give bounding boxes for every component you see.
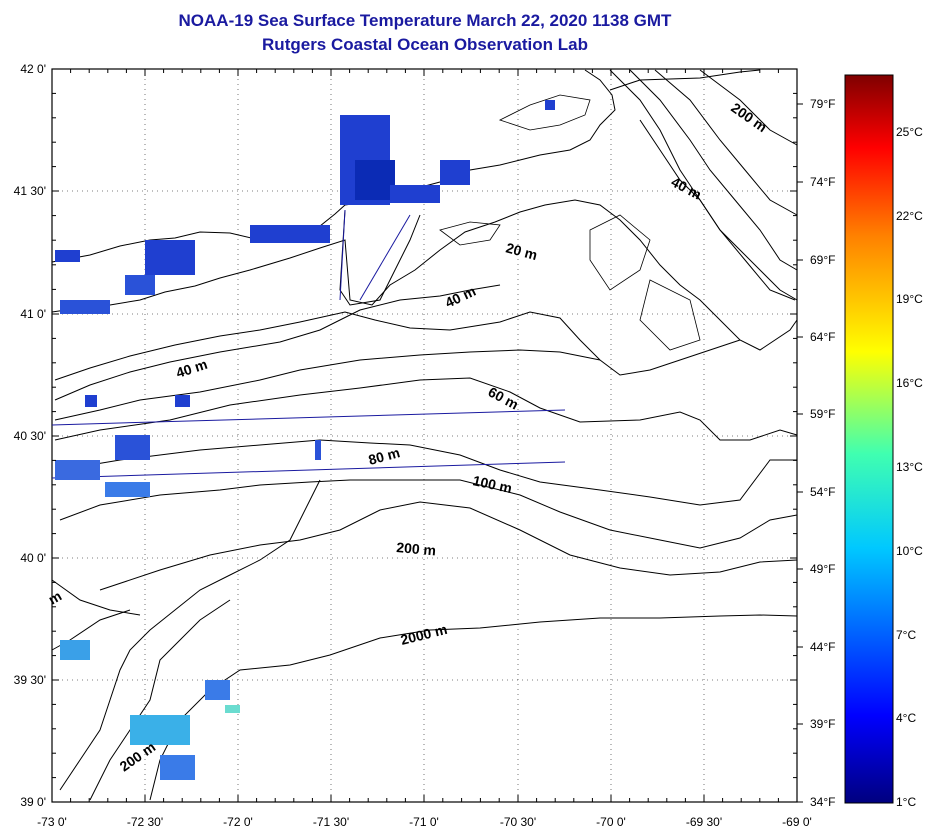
fahrenheit-label: 34°F xyxy=(810,795,835,809)
celsius-label: 7°C xyxy=(896,628,916,642)
celsius-label: 4°C xyxy=(896,711,916,725)
colorbar-celsius-labels: 25°C 22°C 19°C 16°C 13°C 10°C 7°C 4°C 1°C xyxy=(896,125,923,809)
fahrenheit-label: 64°F xyxy=(810,330,835,344)
contour-label: 80 m xyxy=(367,444,402,468)
colorbar-fahrenheit-labels: 79°F 74°F 69°F 64°F 59°F 54°F 49°F 44°F 39°F 34°F xyxy=(810,97,835,809)
celsius-label: 13°C xyxy=(896,460,923,474)
colorbar xyxy=(844,74,894,804)
longitude-label: -72 0' xyxy=(223,815,253,829)
fahrenheit-label: 59°F xyxy=(810,407,835,421)
longitude-label: -71 30' xyxy=(313,815,349,829)
axis-ticks xyxy=(51,68,803,803)
longitude-label: -71 0' xyxy=(409,815,439,829)
swath-lines xyxy=(51,209,566,479)
celsius-label: 1°C xyxy=(896,795,916,809)
latitude-label: 40 30' xyxy=(14,429,46,443)
map-subtitle: Rutgers Coastal Ocean Observation Lab xyxy=(262,35,588,54)
contour-label: 20 m xyxy=(504,239,539,263)
fahrenheit-label: 54°F xyxy=(810,485,835,499)
fahrenheit-label: 69°F xyxy=(810,253,835,267)
longitude-label: -69 0' xyxy=(782,815,812,829)
fahrenheit-label: 49°F xyxy=(810,562,835,576)
latitude-label: 39 30' xyxy=(14,673,46,687)
longitude-labels: -73 0' -72 30' -72 0' -71 30' -71 0' -70 30' -… xyxy=(37,815,812,829)
latitude-labels: 42 0' 41 30' 41 0' 40 30' 40 0' 39 30' 39 0' xyxy=(14,62,46,809)
fahrenheit-label: 79°F xyxy=(810,97,835,111)
fahrenheit-label: 39°F xyxy=(810,717,835,731)
latitude-label: 40 0' xyxy=(20,551,46,565)
longitude-label: -70 0' xyxy=(596,815,626,829)
latitude-label: 41 0' xyxy=(20,307,46,321)
latitude-label: 41 30' xyxy=(14,184,46,198)
sst-pixels xyxy=(55,100,555,780)
longitude-label: -70 30' xyxy=(500,815,536,829)
contour-label: 200 m xyxy=(396,539,437,558)
celsius-label: 16°C xyxy=(896,376,923,390)
latitude-label: 39 0' xyxy=(20,795,46,809)
map-title: NOAA-19 Sea Surface Temperature March 22… xyxy=(178,11,672,30)
islands xyxy=(439,94,701,351)
longitude-label: -72 30' xyxy=(127,815,163,829)
bathymetry-contours xyxy=(51,69,798,801)
graticule xyxy=(52,69,797,802)
celsius-label: 22°C xyxy=(896,209,923,223)
celsius-label: 19°C xyxy=(896,292,923,306)
longitude-label: -69 30' xyxy=(686,815,722,829)
celsius-label: 25°C xyxy=(896,125,923,139)
fahrenheit-label: 74°F xyxy=(810,175,835,189)
fahrenheit-label: 44°F xyxy=(810,640,835,654)
celsius-label: 10°C xyxy=(896,544,923,558)
latitude-label: 42 0' xyxy=(20,62,46,76)
longitude-label: -73 0' xyxy=(37,815,67,829)
